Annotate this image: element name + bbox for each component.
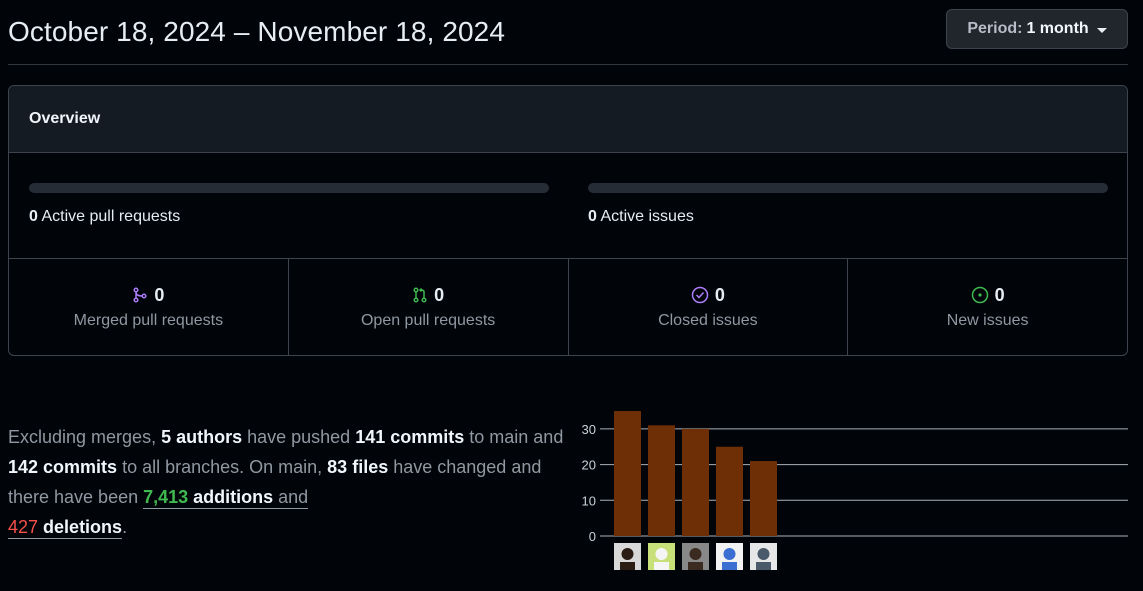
closed-issues-label: Closed issues: [658, 311, 758, 329]
author-avatar-icon[interactable]: [750, 543, 777, 570]
bar-author-5[interactable]: [750, 461, 777, 536]
active-pull-requests-label: Active pull requests: [41, 208, 181, 225]
active-pull-requests-bar: [29, 183, 549, 193]
caret-down-icon: [1096, 27, 1107, 33]
open-pull-requests-label: Open pull requests: [360, 311, 496, 329]
author-avatar-icon[interactable]: [716, 543, 743, 570]
active-summary: 0 Active pull requests 0 Active issues: [9, 153, 1127, 259]
deletions-count: 427: [8, 517, 39, 537]
deletions-link[interactable]: 427 deletions: [8, 517, 123, 539]
active-pull-requests-count: 0: [29, 208, 38, 225]
open-pull-requests-count: 0: [434, 284, 445, 305]
additions-link[interactable]: 7,413 additions and: [143, 487, 309, 509]
commits-all-count: 142 commits: [8, 457, 118, 477]
issue-closed-icon: [691, 286, 709, 304]
author-avatar-icon[interactable]: [614, 543, 641, 570]
closed-issues-count: 0: [714, 284, 725, 305]
active-issues-bar: [588, 183, 1108, 193]
merged-pull-requests-count: 0: [154, 284, 165, 305]
y-tick-label: 30: [582, 422, 596, 437]
stat-new-issues[interactable]: 0 New issues: [848, 259, 1127, 355]
deletions-label: deletions: [38, 517, 123, 537]
commits-main-count: 141 commits: [355, 427, 465, 447]
stat-open-pull-requests[interactable]: 0 Open pull requests: [289, 259, 569, 355]
bar-author-1[interactable]: [614, 411, 641, 536]
author-avatar-icon[interactable]: [682, 543, 709, 570]
additions-count: 7,413: [143, 487, 189, 507]
issue-opened-icon: [971, 286, 988, 304]
summary-text: have changed and there have been: [8, 457, 542, 507]
y-tick-label: 20: [582, 458, 596, 473]
summary-text: Excluding merges,: [8, 427, 162, 447]
summary-text: to main and: [464, 427, 564, 447]
pulse-header: October 18, 2024 – November 18, 2024 Per…: [8, 0, 1128, 65]
stat-merged-pull-requests[interactable]: 0 Merged pull requests: [9, 259, 289, 355]
summary-text: .: [122, 517, 128, 537]
git-merge-icon: [133, 287, 147, 303]
merged-pull-requests-label: Merged pull requests: [73, 311, 224, 329]
period-value: 1 month: [1026, 20, 1089, 37]
summary-text: to all branches. On main,: [117, 457, 328, 477]
summary-text: and: [273, 487, 309, 507]
active-pull-requests-link[interactable]: 0 Active pull requests: [29, 208, 180, 226]
y-tick-label: 0: [589, 529, 596, 544]
bar-author-4[interactable]: [716, 446, 743, 536]
y-tick-label: 10: [582, 493, 596, 508]
active-issues-label: Active issues: [600, 208, 694, 225]
authors-count: 5 authors: [161, 427, 243, 447]
commits-by-author-chart: 0 10 20 30: [582, 411, 1128, 570]
commit-summary: Excluding merges, 5 authors have pushed …: [8, 422, 578, 542]
overview-title: Overview: [9, 86, 1127, 153]
date-range-title: October 18, 2024 – November 18, 2024: [8, 16, 506, 47]
additions-label: additions: [188, 487, 274, 507]
overview-stats: 0 Merged pull requests 0 Open pull reque…: [9, 259, 1127, 355]
period-dropdown-button[interactable]: Period: 1 month: [946, 9, 1128, 49]
new-issues-label: New issues: [946, 311, 1029, 329]
new-issues-count: 0: [994, 284, 1005, 305]
bar-author-3[interactable]: [682, 428, 709, 536]
git-pull-request-icon: [413, 287, 427, 303]
overview-box: Overview 0 Active pull requests 0 Active…: [8, 85, 1128, 356]
author-avatar-icon[interactable]: [648, 543, 675, 570]
files-count: 83 files: [327, 457, 389, 477]
active-issues-count: 0: [588, 208, 597, 225]
bar-author-2[interactable]: [648, 425, 675, 536]
summary-text: have pushed: [242, 427, 356, 447]
period-label: Period:: [967, 20, 1023, 37]
stat-closed-issues[interactable]: 0 Closed issues: [569, 259, 849, 355]
active-issues-link[interactable]: 0 Active issues: [588, 208, 694, 226]
